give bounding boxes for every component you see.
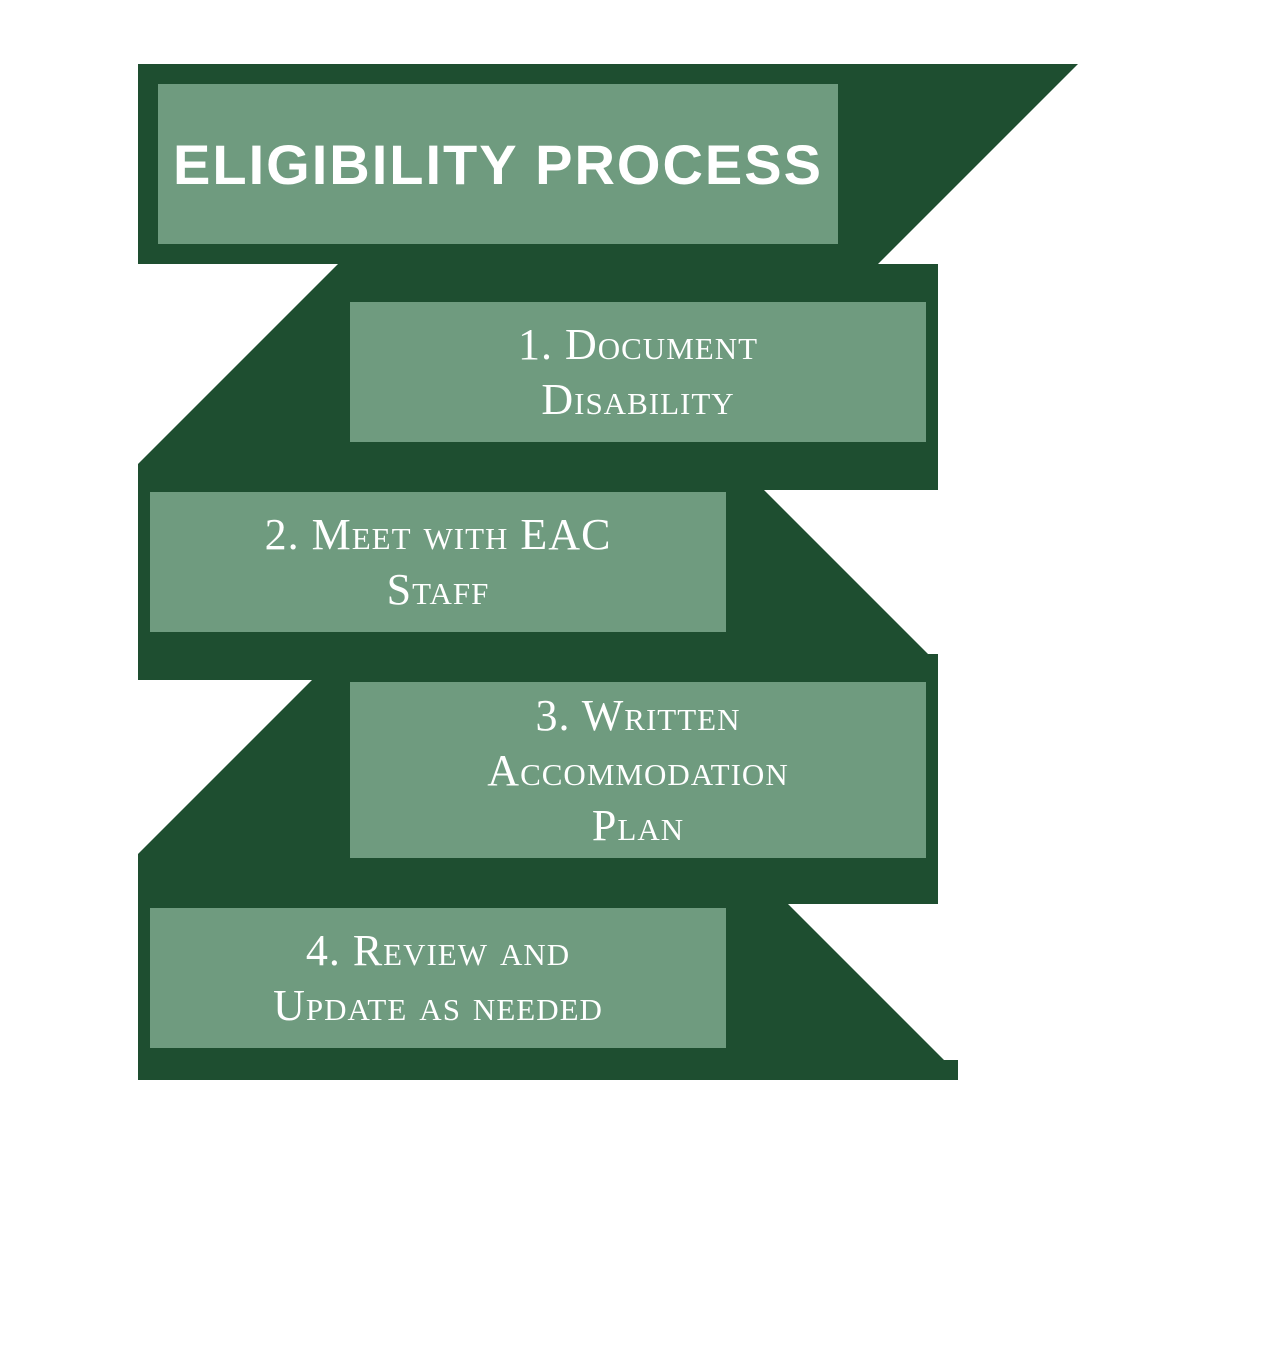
- step-2-text: 2. Meet with EAC Staff: [265, 507, 612, 617]
- fold-triangle: [738, 854, 958, 1074]
- fold-triangle: [138, 264, 338, 464]
- fold-triangle: [138, 654, 338, 854]
- step-4-text: 4. Review and Update as needed: [273, 923, 603, 1033]
- fold-triangle: [738, 464, 938, 664]
- step-3-box: 3. Written Accommodation Plan: [338, 670, 938, 870]
- fold-triangle: [858, 64, 1078, 284]
- step-4-box: 4. Review and Update as needed: [138, 896, 738, 1060]
- title-box: ELIGIBILITY PROCESS: [138, 64, 858, 264]
- step-1-text: 1. Document Disability: [518, 317, 758, 427]
- infographic-canvas: ELIGIBILITY PROCESS 1. Document Disabili…: [0, 0, 1272, 1353]
- step-2-box: 2. Meet with EAC Staff: [138, 480, 738, 644]
- step-1-box: 1. Document Disability: [338, 290, 938, 454]
- step-3-text: 3. Written Accommodation Plan: [487, 688, 788, 853]
- title-text: ELIGIBILITY PROCESS: [173, 132, 823, 197]
